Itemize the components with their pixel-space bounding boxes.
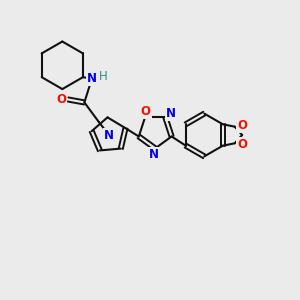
Text: N: N — [87, 72, 97, 85]
Text: H: H — [99, 70, 107, 83]
Text: O: O — [237, 119, 247, 132]
Text: N: N — [166, 107, 176, 120]
Text: O: O — [237, 138, 247, 151]
Text: N: N — [104, 129, 114, 142]
Text: N: N — [149, 148, 159, 161]
Text: O: O — [56, 93, 67, 106]
Text: O: O — [141, 105, 151, 118]
